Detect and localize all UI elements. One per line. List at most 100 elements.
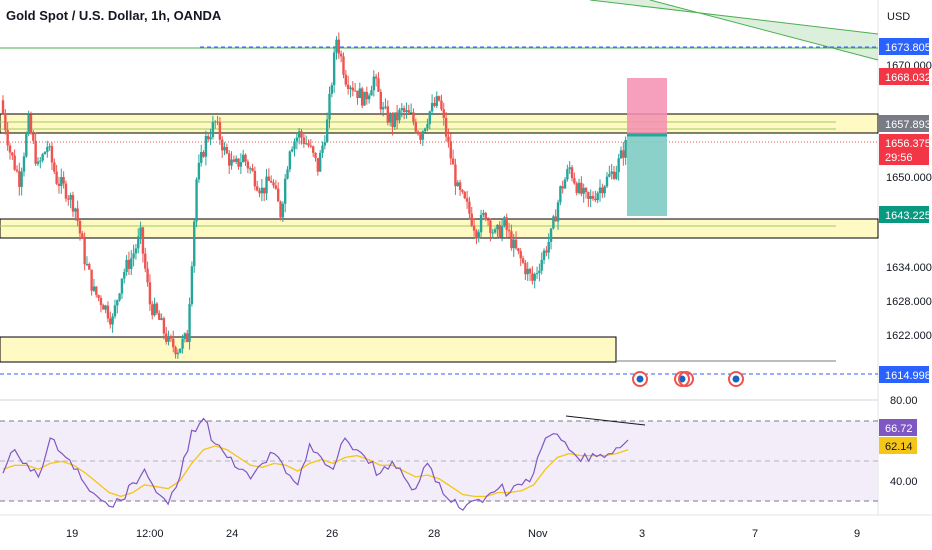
candle-body	[517, 248, 520, 252]
candle-body	[477, 232, 480, 239]
candle-body	[214, 121, 217, 123]
candle-body	[379, 91, 382, 110]
rsi-line	[2, 417, 629, 511]
candle-body	[29, 114, 33, 134]
candle-body	[526, 268, 529, 275]
candle-body	[211, 122, 215, 138]
candle-body	[437, 96, 441, 101]
candle-body	[130, 258, 133, 269]
svg-text:1657.893: 1657.893	[885, 119, 931, 131]
candle-body	[246, 161, 250, 169]
candle-body	[339, 53, 343, 57]
candle-body	[181, 338, 184, 349]
candle-body	[435, 96, 438, 106]
candle-body	[223, 146, 226, 151]
candle-body	[167, 336, 170, 342]
event-icon-2[interactable]	[674, 371, 690, 387]
candle-body	[414, 121, 417, 132]
candle-body	[255, 186, 259, 191]
candle-body	[444, 117, 448, 137]
candle-body	[358, 88, 362, 99]
candle-body	[337, 39, 341, 54]
take-profit-box[interactable]	[627, 133, 667, 216]
support-zone[interactable]	[0, 218, 879, 239]
candle-body	[295, 137, 299, 142]
candle-body	[323, 142, 327, 146]
candle-body	[430, 102, 434, 112]
candle-body	[580, 182, 583, 194]
candle-body	[179, 348, 182, 353]
candle-body	[405, 110, 408, 112]
candle-body	[290, 149, 294, 152]
price-badge-zone[interactable]: 1657.893	[879, 115, 931, 132]
event-icon-4[interactable]	[728, 371, 744, 387]
resistance-zone[interactable]	[0, 113, 879, 134]
price-pane[interactable]	[0, 0, 878, 395]
candle-body	[283, 178, 287, 204]
rsi-band[interactable]	[0, 421, 878, 501]
candle-body	[237, 158, 240, 167]
rsi-divergence-line[interactable]	[565, 415, 646, 426]
channel-lower-line[interactable]	[649, 0, 879, 61]
candle-body	[528, 268, 532, 274]
rsi-ma-badge[interactable]: 62.14	[879, 437, 917, 454]
candle-body	[232, 159, 236, 162]
candle-body	[307, 143, 310, 146]
candle-body	[577, 182, 581, 193]
candle-body	[349, 87, 352, 89]
descending-channel[interactable]	[590, 0, 878, 60]
candle-body	[449, 141, 452, 159]
candle-body	[610, 171, 613, 175]
candle-body	[370, 90, 373, 96]
lower-zone[interactable]	[0, 336, 617, 363]
candle-body	[279, 201, 282, 218]
stop-loss-box[interactable]	[627, 78, 667, 133]
rsi-badge[interactable]: 66.72	[879, 419, 917, 436]
channel-upper-line[interactable]	[589, 0, 879, 35]
svg-text:62.14: 62.14	[885, 441, 913, 453]
candle-body	[6, 130, 9, 146]
candle-body	[498, 224, 501, 238]
candle-body	[99, 297, 103, 306]
candle-body	[197, 162, 201, 180]
candle-body	[470, 213, 473, 226]
candle-body	[113, 305, 117, 317]
svg-text:1614.998: 1614.998	[885, 370, 931, 382]
rsi-tick-label: 80.00	[890, 395, 918, 407]
rsi-ma-line	[2, 445, 629, 498]
candle-body	[325, 119, 329, 143]
candle-body	[372, 76, 376, 91]
candle-body	[538, 270, 541, 274]
time-tick-label: 12:00	[136, 528, 164, 540]
candle-body	[311, 146, 315, 153]
candle-body	[300, 131, 303, 138]
candle-body	[169, 336, 173, 339]
candle-body	[598, 187, 602, 194]
candle-body	[475, 230, 478, 239]
price-badge-blue-top[interactable]: 1673.805	[879, 38, 931, 55]
candle-body	[533, 274, 536, 281]
candle-body	[356, 90, 359, 99]
candle-body	[144, 253, 147, 269]
candle-body	[521, 258, 525, 263]
price-badge-blue-bottom[interactable]: 1614.998	[879, 366, 931, 383]
candle-body	[351, 87, 355, 91]
candle-body	[286, 169, 289, 179]
event-icon-3[interactable]	[678, 371, 694, 387]
candle-body	[160, 318, 163, 320]
candle-body	[137, 236, 140, 249]
candle-body	[552, 216, 555, 229]
candle-body	[176, 352, 180, 355]
price-badge-stop-loss[interactable]: 1668.032	[879, 68, 931, 85]
price-badge-support[interactable]: 1643.225	[879, 206, 931, 223]
candle-body	[188, 304, 191, 342]
event-icon-1[interactable]	[632, 371, 648, 387]
candle-body	[395, 112, 399, 121]
currency-label: USD	[887, 11, 910, 23]
candle-body	[64, 183, 68, 199]
price-badge-last[interactable]: 1656.375 29:56	[879, 134, 931, 165]
candle-body	[456, 182, 459, 187]
candle-body	[582, 187, 585, 194]
candle-body	[293, 141, 296, 150]
